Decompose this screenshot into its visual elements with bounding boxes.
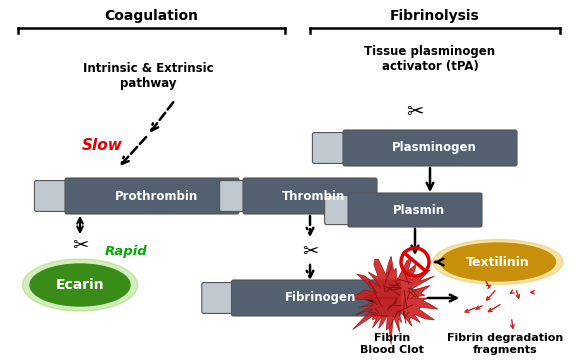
Text: Thrombin: Thrombin <box>282 189 345 203</box>
Text: Fibrinolysis: Fibrinolysis <box>390 9 480 23</box>
Text: ✂: ✂ <box>406 102 424 122</box>
Text: Fibrin
Blood Clot: Fibrin Blood Clot <box>360 333 424 355</box>
FancyBboxPatch shape <box>65 178 239 214</box>
Ellipse shape <box>433 240 563 285</box>
Text: Prothrombin: Prothrombin <box>115 189 198 203</box>
FancyBboxPatch shape <box>34 180 69 211</box>
Text: Plasmin: Plasmin <box>393 204 445 216</box>
Ellipse shape <box>23 259 137 311</box>
Text: Textilinin: Textilinin <box>466 256 530 269</box>
Text: Ecarin: Ecarin <box>56 278 104 292</box>
FancyBboxPatch shape <box>202 282 236 313</box>
FancyBboxPatch shape <box>219 180 247 211</box>
FancyBboxPatch shape <box>325 195 352 225</box>
Ellipse shape <box>30 264 130 306</box>
FancyBboxPatch shape <box>232 280 401 316</box>
FancyBboxPatch shape <box>313 132 347 163</box>
Text: ✂: ✂ <box>302 242 318 261</box>
FancyBboxPatch shape <box>348 193 482 227</box>
Text: Fibrin degradation
fragments: Fibrin degradation fragments <box>447 333 563 355</box>
Text: Coagulation: Coagulation <box>104 9 199 23</box>
Text: Fibrinogen: Fibrinogen <box>285 291 356 305</box>
Text: Intrinsic & Extrinsic
pathway: Intrinsic & Extrinsic pathway <box>83 62 213 90</box>
Text: Tissue plasminogen
activator (tPA): Tissue plasminogen activator (tPA) <box>364 45 496 73</box>
Text: ✂: ✂ <box>72 236 88 254</box>
Ellipse shape <box>441 243 555 281</box>
Polygon shape <box>353 256 438 344</box>
Text: Rapid: Rapid <box>105 245 148 258</box>
FancyBboxPatch shape <box>243 178 377 214</box>
Text: Plasminogen: Plasminogen <box>392 142 477 155</box>
FancyBboxPatch shape <box>343 130 517 166</box>
Text: Slow: Slow <box>82 138 123 152</box>
